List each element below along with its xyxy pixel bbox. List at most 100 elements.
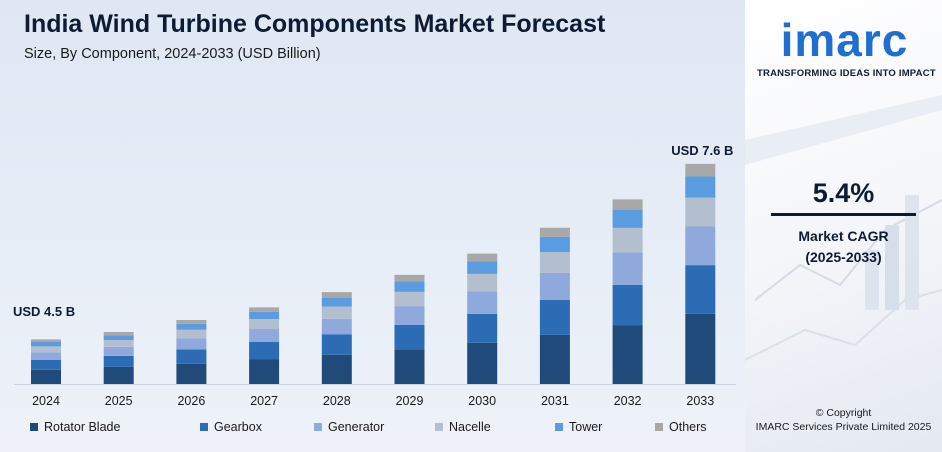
bar-segment-rotator-blade-2027 [249, 359, 280, 384]
bar-segment-generator-2032 [612, 252, 643, 285]
bar-segment-rotator-blade-2030 [467, 342, 498, 384]
bar-segment-gearbox-2030 [467, 313, 498, 343]
legend-item-rotator-blade: Rotator Blade [30, 420, 120, 434]
bar-segment-rotator-blade-2031 [539, 334, 570, 384]
copyright: © Copyright IMARC Services Private Limit… [745, 406, 942, 434]
bar-segment-others-2033 [685, 163, 716, 177]
legend-swatch [555, 423, 563, 431]
logo-tagline: TRANSFORMING IDEAS INTO IMPACT [757, 68, 936, 79]
bar-segment-gearbox-2029 [394, 325, 425, 350]
end-value-label: USD 7.6 B [671, 143, 733, 158]
x-tick-label-2031: 2031 [541, 394, 569, 408]
bar-segment-tower-2025 [103, 335, 134, 340]
bar-segment-generator-2027 [249, 329, 280, 342]
bar-segment-nacelle-2024 [31, 346, 61, 353]
bar-segment-gearbox-2028 [321, 334, 352, 355]
x-tick-label-2028: 2028 [323, 394, 351, 408]
bar-segment-gearbox-2031 [539, 299, 570, 335]
bar-segment-tower-2026 [176, 323, 207, 330]
bar-segment-others-2024 [31, 339, 61, 342]
brand-panel: imarc TRANSFORMING IDEAS INTO IMPACT 5.4… [745, 0, 942, 452]
chart-subtitle: Size, By Component, 2024-2033 (USD Billi… [24, 46, 321, 62]
bar-segment-nacelle-2033 [685, 197, 716, 227]
bar-segment-generator-2031 [539, 272, 570, 300]
cagr-divider [771, 213, 916, 216]
bar-segment-generator-2028 [321, 318, 352, 335]
bar-segment-generator-2030 [467, 291, 498, 314]
bar-segment-gearbox-2033 [685, 265, 716, 314]
bar-segment-tower-2032 [612, 210, 643, 228]
bar-segment-rotator-blade-2024 [31, 369, 61, 384]
bar-segment-others-2029 [394, 274, 425, 282]
bar-segment-others-2025 [103, 332, 134, 336]
copyright-line2: IMARC Services Private Limited 2025 [755, 421, 932, 433]
cagr-value: 5.4% [812, 178, 875, 208]
cagr-label: Market CAGR (2025-2033) [745, 226, 942, 268]
bar-segment-others-2031 [539, 227, 570, 237]
bar-segment-rotator-blade-2029 [394, 349, 425, 384]
bar-segment-tower-2031 [539, 236, 570, 253]
bar-segment-generator-2026 [176, 338, 207, 350]
legend-label: Gearbox [214, 420, 262, 434]
bar-segment-rotator-blade-2033 [685, 313, 716, 384]
x-tick-label-2024: 2024 [32, 394, 60, 408]
bar-segment-others-2030 [467, 253, 498, 262]
cagr-label-line2: (2025-2033) [805, 249, 882, 265]
x-tick-label-2025: 2025 [105, 394, 133, 408]
bar-segment-rotator-blade-2032 [612, 325, 643, 384]
bar-segment-generator-2025 [103, 346, 134, 356]
legend-swatch [30, 423, 38, 431]
bar-segment-generator-2029 [394, 306, 425, 325]
bar-segment-tower-2024 [31, 342, 61, 347]
bar-segment-tower-2028 [321, 297, 352, 307]
bar-segment-gearbox-2032 [612, 284, 643, 326]
copyright-line1: © Copyright [815, 407, 872, 419]
bar-segment-others-2028 [321, 292, 352, 298]
bar-segment-gearbox-2024 [31, 360, 61, 370]
legend-swatch [435, 423, 443, 431]
legend-swatch [655, 423, 663, 431]
x-tick-label-2029: 2029 [396, 394, 424, 408]
legend-item-generator: Generator [314, 420, 384, 434]
bar-segment-nacelle-2032 [612, 227, 643, 253]
bar-segment-others-2032 [612, 199, 643, 210]
legend-label: Nacelle [449, 420, 491, 434]
bar-segment-tower-2033 [685, 176, 716, 198]
x-tick-label-2033: 2033 [686, 394, 714, 408]
cagr-label-line1: Market CAGR [798, 228, 889, 244]
bar-segment-nacelle-2028 [321, 306, 352, 319]
legend-item-nacelle: Nacelle [435, 420, 491, 434]
bar-segment-tower-2027 [249, 311, 280, 320]
stacked-bar-chart: 2024 2025 2026 2027 2028 2029 2030 2031 2032 2033… [13, 143, 736, 408]
logo-wordmark: imarc [780, 14, 909, 66]
bar-segment-nacelle-2029 [394, 291, 425, 307]
x-tick-label-2027: 2027 [250, 394, 278, 408]
bar-segment-rotator-blade-2026 [176, 363, 207, 384]
chart-legend: Rotator Blade Gearbox Generator Nacelle Towe… [30, 420, 720, 440]
bar-segment-tower-2029 [394, 281, 425, 292]
bar-segment-nacelle-2031 [539, 252, 570, 273]
x-tick-label-2030: 2030 [468, 394, 496, 408]
bar-segment-others-2027 [249, 307, 280, 312]
legend-label: Rotator Blade [44, 420, 121, 434]
bar-segment-gearbox-2025 [103, 355, 134, 367]
bar-segment-tower-2030 [467, 261, 498, 274]
bar-segment-others-2026 [176, 320, 207, 324]
legend-item-others: Others [655, 420, 707, 434]
legend-swatch [314, 423, 322, 431]
chart-title: India Wind Turbine Components Market For… [24, 10, 606, 38]
legend-item-tower: Tower [555, 420, 602, 434]
bar-segment-nacelle-2026 [176, 329, 207, 339]
legend-label: Others [669, 420, 707, 434]
imarc-logo: imarc TRANSFORMING IDEAS INTO IMPACT [757, 14, 936, 79]
bar-segment-gearbox-2027 [249, 342, 280, 360]
bar-segment-rotator-blade-2028 [321, 354, 352, 384]
start-value-label: USD 4.5 B [13, 304, 75, 319]
legend-swatch [200, 423, 208, 431]
background-decoration [745, 95, 942, 361]
legend-label: Tower [569, 420, 603, 434]
legend-item-gearbox: Gearbox [200, 420, 262, 434]
bar-segment-nacelle-2030 [467, 273, 498, 292]
bar-segment-generator-2024 [31, 352, 61, 360]
bar-segment-nacelle-2025 [103, 340, 134, 347]
